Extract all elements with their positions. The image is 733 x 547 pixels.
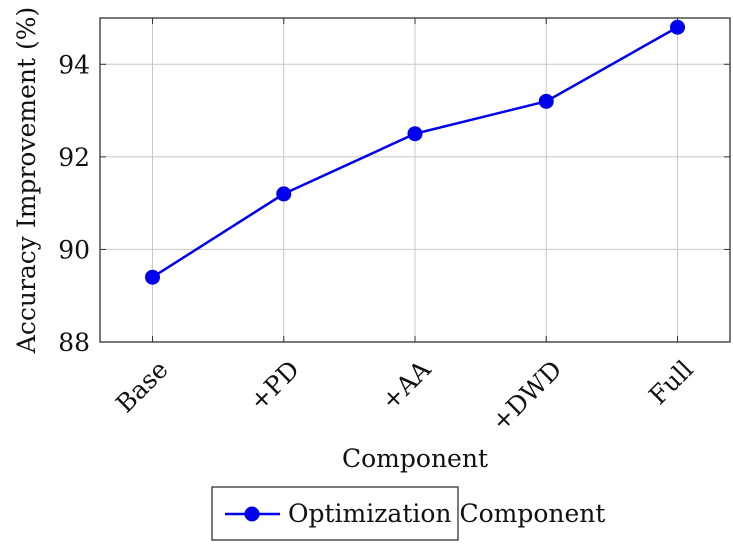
x-tick-label: Base bbox=[110, 355, 174, 419]
data-point bbox=[407, 126, 423, 142]
data-point bbox=[670, 19, 685, 35]
data-point bbox=[145, 269, 160, 285]
legend-entry-label: Optimization Component bbox=[288, 499, 605, 528]
y-axis-ticks: 88 90 92 94 bbox=[58, 50, 730, 357]
data-point bbox=[276, 186, 292, 202]
legend-marker-icon bbox=[244, 506, 260, 522]
x-tick-label: +PD bbox=[244, 355, 305, 416]
data-point bbox=[538, 93, 554, 109]
legend: Optimization Component bbox=[211, 486, 605, 541]
y-tick-label: 92 bbox=[58, 143, 90, 172]
x-axis-label: Component bbox=[342, 444, 488, 473]
x-tick-label: +DWD bbox=[486, 355, 568, 437]
x-tick-label: Full bbox=[643, 355, 698, 410]
y-tick-label: 94 bbox=[58, 50, 90, 79]
grid bbox=[100, 18, 730, 343]
y-axis-label: Accuracy Improvement (%) bbox=[12, 7, 41, 354]
x-axis-ticks: Base +PD +AA +DWD Full bbox=[110, 18, 699, 437]
y-tick-label: 90 bbox=[58, 235, 90, 264]
series-group bbox=[145, 19, 685, 285]
y-tick-label: 88 bbox=[58, 328, 90, 357]
x-tick-label: +AA bbox=[375, 354, 437, 416]
